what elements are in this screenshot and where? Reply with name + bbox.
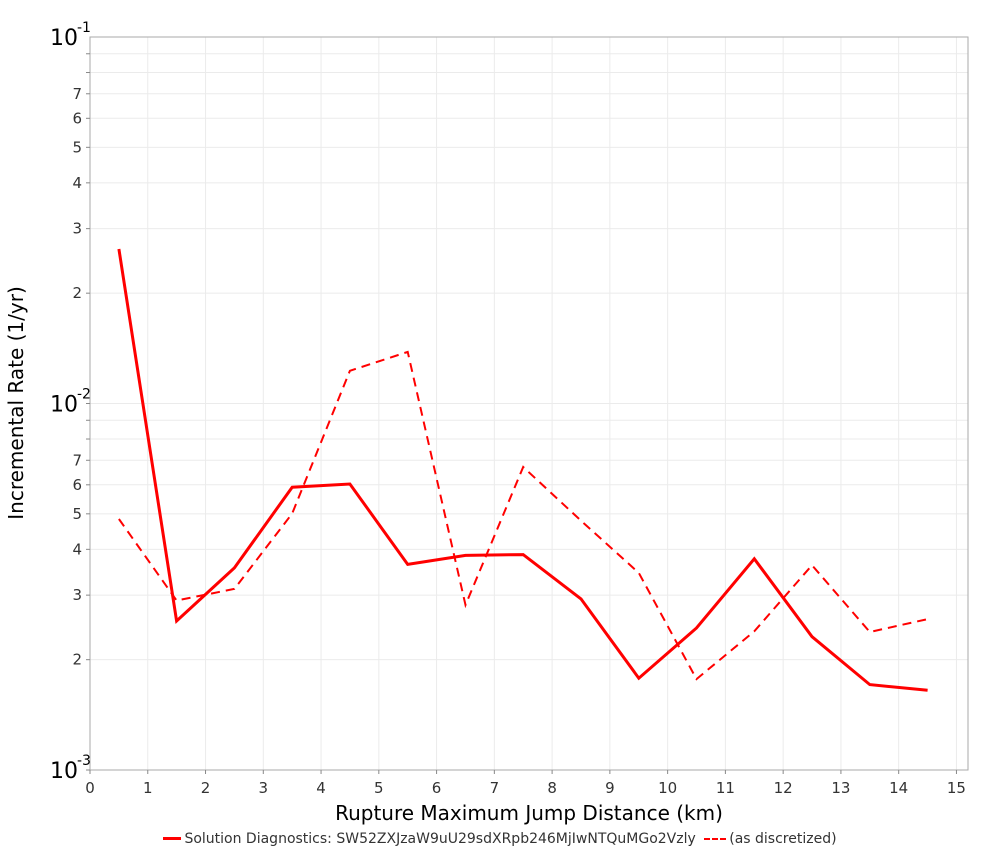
y-tick-label: 2 (72, 284, 82, 302)
legend-label-solution: Solution Diagnostics: SW52ZXJzaW9uU29sdX… (184, 830, 696, 847)
y-tick-label: 4 (72, 174, 82, 192)
y-axis-label: Incremental Rate (1/yr) (4, 286, 28, 519)
y-decade-label: 10 -2 (50, 387, 91, 418)
x-tick-label: 13 (831, 779, 850, 797)
y-tick-label: 6 (72, 109, 82, 127)
x-tick-label: 12 (774, 779, 793, 797)
legend-item-discretized: (as discretized) (704, 831, 837, 847)
x-axis-label: Rupture Maximum Jump Distance (km) (335, 801, 723, 825)
x-tick-label: 4 (316, 779, 326, 797)
x-tick-label: 10 (658, 779, 677, 797)
svg-text:10: 10 (50, 26, 78, 51)
x-tick-label: 8 (547, 779, 557, 797)
y-tick-label: 6 (72, 476, 82, 494)
solid-line-swatch-icon (163, 837, 182, 840)
x-tick-label: 3 (259, 779, 269, 797)
x-tick-label: 15 (947, 779, 966, 797)
y-tick-label: 4 (72, 540, 82, 558)
x-tick-label: 7 (490, 779, 500, 797)
y-tick-label: 5 (72, 505, 82, 523)
y-tick-label: 5 (72, 138, 82, 156)
y-tick-label: 7 (72, 85, 82, 103)
legend-label-discretized: (as discretized) (729, 831, 837, 847)
x-axis-ticks: 0 1 2 3 4 5 6 7 8 9 10 11 12 13 14 15 (85, 770, 966, 797)
svg-text:-2: -2 (77, 387, 91, 403)
x-tick-label: 0 (85, 779, 95, 797)
solution-series-line (117, 248, 928, 692)
dashed-line-swatch-icon (704, 838, 727, 840)
grid-lines (90, 37, 968, 771)
x-tick-label: 2 (201, 779, 211, 797)
x-tick-label: 1 (143, 779, 153, 797)
legend: Solution Diagnostics: SW52ZXJzaW9uU29sdX… (0, 828, 1000, 847)
x-tick-label: 6 (432, 779, 442, 797)
y-tick-label: 3 (72, 586, 82, 604)
y-tick-label: 7 (72, 451, 82, 469)
x-tick-label: 5 (374, 779, 384, 797)
svg-text:10: 10 (50, 393, 78, 418)
discretized-series-line (118, 350, 928, 681)
legend-item-solution: Solution Diagnostics: SW52ZXJzaW9uU29sdX… (163, 830, 696, 847)
y-decade-label: 10 -1 (50, 20, 91, 51)
y-tick-label: 2 (72, 651, 82, 669)
svg-text:-3: -3 (77, 753, 91, 769)
x-tick-label: 9 (605, 779, 615, 797)
x-tick-label: 11 (716, 779, 735, 797)
x-tick-label: 14 (889, 779, 908, 797)
svg-text:-1: -1 (77, 20, 91, 36)
svg-text:10: 10 (50, 759, 78, 784)
y-decade-label: 10 -3 (50, 753, 91, 784)
series-lines (117, 248, 928, 692)
y-tick-label: 3 (72, 220, 82, 238)
